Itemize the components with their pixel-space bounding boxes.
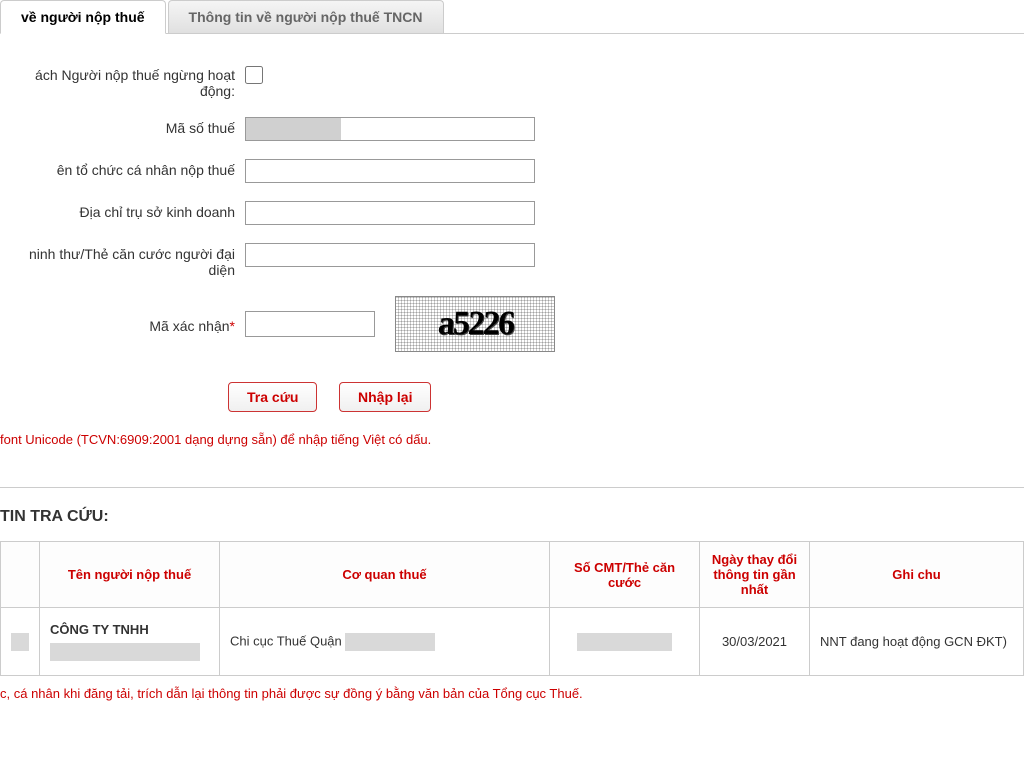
label-id-card: ninh thư/Thẻ căn cước người đại diện [0, 243, 245, 278]
col-update-date: Ngày thay đổi thông tin gần nhất [700, 542, 810, 608]
results-title: TIN TRA CỨU: [0, 508, 1024, 526]
reset-button[interactable]: Nhập lại [339, 382, 431, 412]
input-tax-code[interactable] [245, 117, 535, 141]
tab-taxpayer-info[interactable]: về người nộp thuế [0, 0, 166, 34]
tab-bar: về người nộp thuế Thông tin về người nộp… [0, 0, 1024, 34]
redacted-agency-detail [345, 633, 435, 651]
col-id-number: Số CMT/Thẻ căn cước [550, 542, 700, 608]
label-stopped-taxpayer: ách Người nộp thuế ngừng hoạt động: [0, 64, 245, 99]
cell-id-number [550, 608, 700, 676]
unicode-hint: font Unicode (TCVN:6909:2001 dạng dựng s… [0, 432, 1024, 447]
redacted-id [577, 633, 672, 651]
label-business-address: Địa chỉ trụ sở kinh doanh [0, 201, 245, 220]
redacted-company-detail [50, 643, 200, 661]
tab-personal-income-tax[interactable]: Thông tin về người nộp thuế TNCN [168, 0, 444, 33]
input-id-card[interactable] [245, 243, 535, 267]
col-tax-agency: Cơ quan thuế [220, 542, 550, 608]
search-form: ách Người nộp thuế ngừng hoạt động: Mã s… [0, 34, 1024, 462]
label-captcha: Mã xác nhận* [0, 315, 245, 334]
cell-update-date: 30/03/2021 [700, 608, 810, 676]
redacted-cell [11, 633, 29, 651]
cell-tax-agency: Chi cục Thuế Quận [220, 608, 550, 676]
search-button[interactable]: Tra cứu [228, 382, 317, 412]
input-captcha[interactable] [245, 311, 375, 337]
table-header-row: Tên người nộp thuế Cơ quan thuế Số CMT/T… [1, 542, 1024, 608]
divider [0, 487, 1024, 488]
footer-disclaimer: c, cá nhân khi đăng tải, trích dẫn lại t… [0, 686, 1024, 701]
label-tax-code: Mã số thuế [0, 117, 245, 136]
input-org-name[interactable] [245, 159, 535, 183]
results-table: Tên người nộp thuế Cơ quan thuế Số CMT/T… [0, 541, 1024, 676]
table-row: CÔNG TY TNHH Chi cục Thuế Quận 30/03/202… [1, 608, 1024, 676]
col-note: Ghi chu [810, 542, 1024, 608]
input-business-address[interactable] [245, 201, 535, 225]
captcha-image: a5226 [395, 296, 555, 352]
cell-note: NNT đang hoạt động GCN ĐKT) [810, 608, 1024, 676]
label-org-name: ên tổ chức cá nhân nộp thuế [0, 159, 245, 178]
col-taxpayer-name: Tên người nộp thuế [40, 542, 220, 608]
checkbox-stopped-taxpayer[interactable] [245, 66, 263, 84]
cell-company-name: CÔNG TY TNHH [40, 608, 220, 676]
